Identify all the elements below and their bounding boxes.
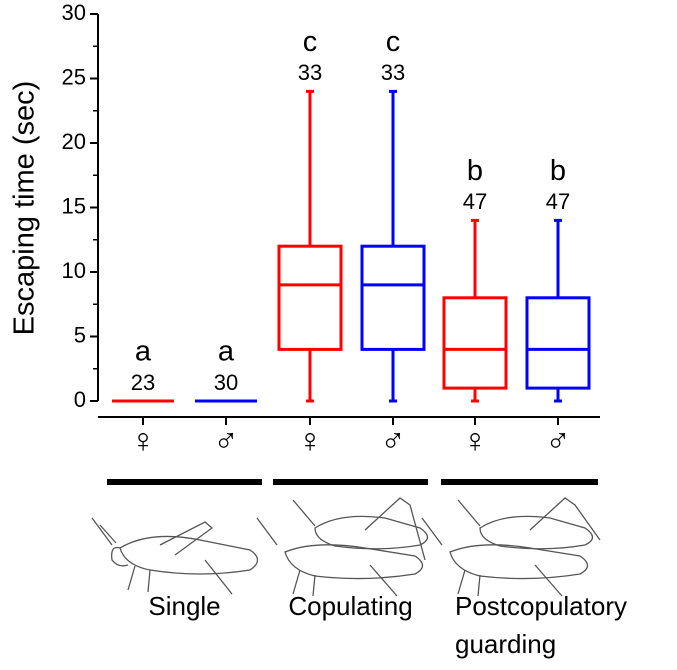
significance-letter: a xyxy=(218,336,235,368)
grasshopper-illustrations xyxy=(91,497,601,597)
y-axis-label: Escaping time (sec) xyxy=(9,81,41,336)
grasshopper-guarding xyxy=(421,497,601,597)
x-tick-label: ♂ xyxy=(213,422,239,460)
sample-size: 30 xyxy=(214,370,238,395)
x-tick-label: ♂ xyxy=(545,422,571,460)
sample-size: 33 xyxy=(381,60,405,85)
sample-size: 23 xyxy=(131,370,155,395)
box xyxy=(360,244,426,351)
box xyxy=(442,296,508,390)
group-label: Single xyxy=(148,591,220,621)
y-tick-label: 5 xyxy=(74,322,86,347)
x-tick-label: ♀ xyxy=(130,422,156,460)
significance-letter: a xyxy=(135,336,152,368)
x-tick-label: ♀ xyxy=(462,422,488,460)
group-label: Postcopulatory xyxy=(455,591,627,621)
significance-letter: b xyxy=(467,155,483,187)
sample-size: 47 xyxy=(546,189,570,214)
significance-letter: c xyxy=(303,26,318,58)
box xyxy=(277,244,343,351)
x-tick-label: ♀ xyxy=(297,422,323,460)
y-tick-label: 15 xyxy=(62,193,86,218)
sample-size: 47 xyxy=(463,189,487,214)
y-tick-label: 0 xyxy=(74,387,86,412)
grasshopper-single xyxy=(91,517,259,595)
significance-letter: c xyxy=(386,26,401,58)
significance-letter: b xyxy=(550,155,566,187)
x-tick-label: ♂ xyxy=(380,422,406,460)
group-label: guarding xyxy=(455,629,556,659)
group-label: Copulating xyxy=(288,591,412,621)
y-tick-label: 30 xyxy=(62,0,86,25)
y-tick-label: 20 xyxy=(62,129,86,154)
y-tick-label: 25 xyxy=(62,64,86,89)
box xyxy=(525,296,591,390)
sample-size: 33 xyxy=(298,60,322,85)
y-tick-label: 10 xyxy=(62,258,86,283)
grasshopper-copulating xyxy=(256,497,429,597)
